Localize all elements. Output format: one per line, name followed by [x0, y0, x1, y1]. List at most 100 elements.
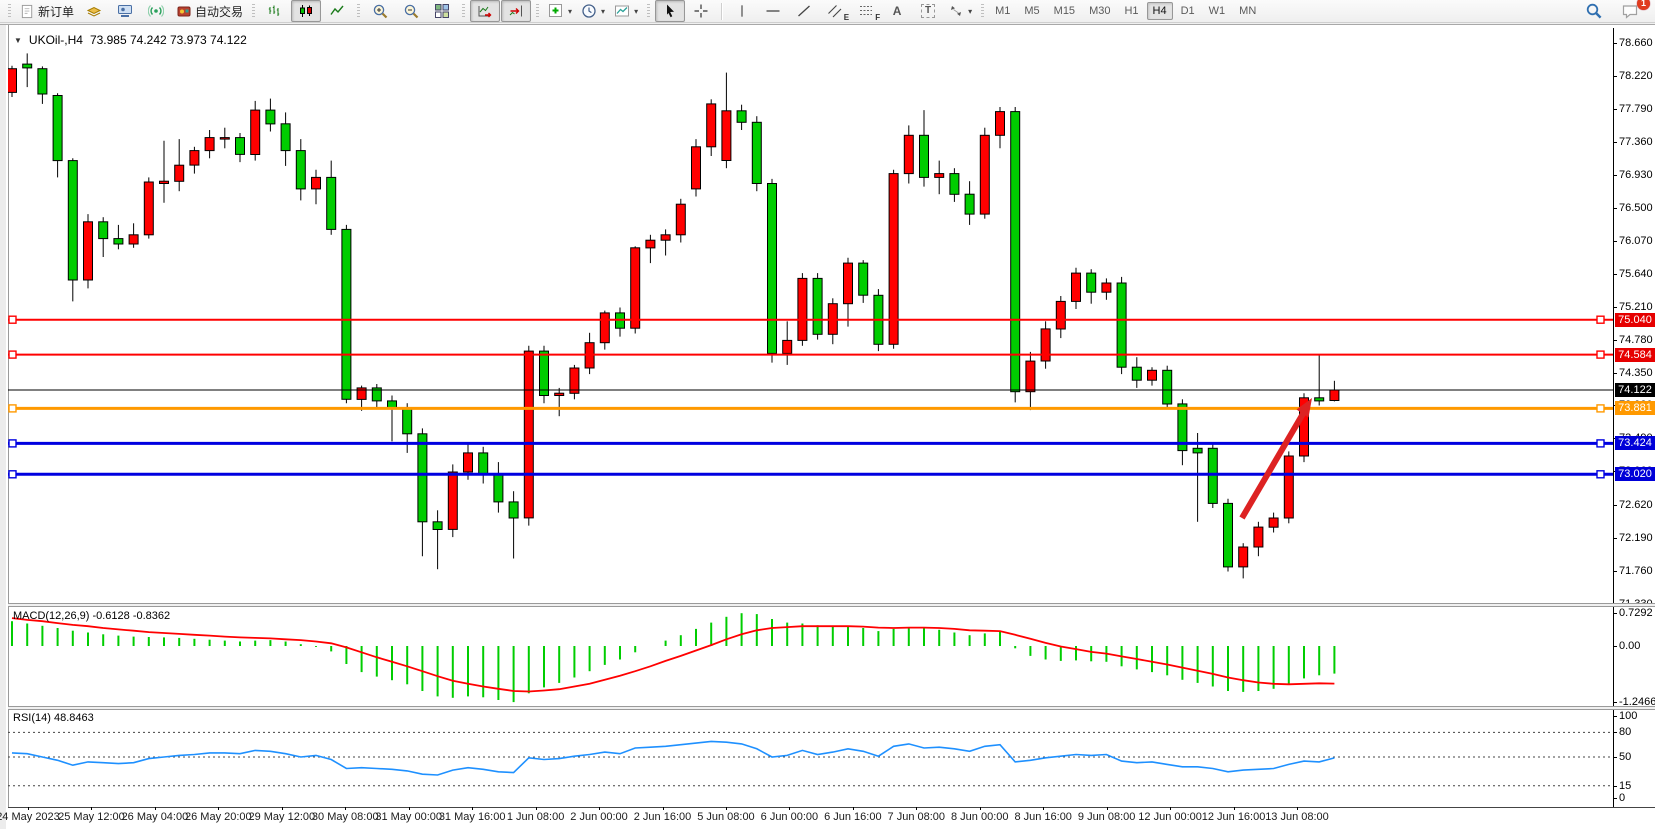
search-button[interactable] [1579, 0, 1609, 22]
timeframe-button-M30[interactable]: M30 [1089, 5, 1111, 17]
signals-button[interactable] [141, 0, 171, 22]
macd-axis-tick [1613, 613, 1617, 615]
timeframe-button-MN[interactable]: MN [1239, 5, 1257, 17]
panel-splitter[interactable] [8, 603, 1655, 607]
zoom-out-button[interactable] [396, 0, 426, 22]
timeframe-button-M15[interactable]: M15 [1053, 5, 1076, 17]
zoom-in-button[interactable] [365, 0, 395, 22]
market-watch-button[interactable] [79, 0, 109, 22]
trendline-icon [796, 3, 812, 19]
chart-shift-button[interactable] [501, 0, 532, 22]
time-axis-label: 29 May 12:00 [248, 811, 316, 823]
bar-chart-button[interactable] [260, 0, 290, 22]
price-tag: 75.040 [1615, 312, 1655, 327]
price-axis-tick [1613, 372, 1617, 374]
rsi-axis-label: 50 [1619, 751, 1632, 763]
price-axis-tick-label: 74.780 [1619, 333, 1653, 346]
candlestick-chart-button[interactable] [291, 0, 322, 22]
timeframe-button-M1[interactable]: M1 [995, 5, 1011, 17]
rsi-axis-label: 100 [1619, 710, 1638, 722]
indicators-button[interactable]: ▾ [544, 0, 576, 22]
time-axis-label: 6 Jun 16:00 [824, 811, 882, 823]
crosshair-tool-button[interactable] [686, 0, 716, 22]
periods-button[interactable]: ▾ [577, 0, 609, 22]
notifications-button[interactable]: 1 [1615, 0, 1650, 22]
terminal-button[interactable] [110, 0, 140, 22]
time-axis-tick [218, 807, 220, 810]
line-chart-icon [329, 3, 345, 19]
price-axis-border [1613, 28, 1614, 807]
time-axis-label: 6 Jun 00:00 [760, 811, 819, 823]
cursor-tool-button[interactable] [655, 0, 686, 22]
label-tool-button[interactable]: T [913, 0, 943, 22]
fibonacci-icon [858, 3, 874, 19]
chat-bubble-icon [1621, 2, 1639, 20]
time-axis-tick [599, 807, 601, 810]
time-axis-label: 9 Jun 08:00 [1077, 811, 1136, 823]
vertical-line-tool-button[interactable] [727, 0, 757, 22]
rsi-axis-tick [1613, 716, 1617, 717]
time-axis-tick [535, 807, 537, 810]
time-axis-tick [1106, 807, 1108, 810]
price-axis-tick [1613, 273, 1617, 275]
price-axis-tick-label: 74.350 [1619, 366, 1653, 379]
arrows-tool-button[interactable]: ▾ [944, 0, 976, 22]
templates-button[interactable]: ▾ [610, 0, 642, 22]
price-axis-tick-label: 75.640 [1619, 267, 1653, 280]
toolbar-grip [536, 3, 540, 19]
panel-splitter[interactable] [8, 706, 1655, 710]
timeframe-button-M5[interactable]: M5 [1024, 5, 1040, 17]
toolbar-grip [462, 3, 466, 19]
time-axis-tick [852, 807, 854, 810]
text-tool-button[interactable]: A [882, 0, 912, 22]
timeframe-button-W1[interactable]: W1 [1208, 5, 1226, 17]
line-chart-button[interactable] [322, 0, 352, 22]
timeframe-button-D1[interactable]: D1 [1180, 5, 1195, 17]
tile-windows-button[interactable] [427, 0, 457, 22]
time-axis-tick [1233, 807, 1235, 810]
trendline-tool-button[interactable] [789, 0, 819, 22]
toolbar-grip [647, 3, 651, 19]
timeframe-button-H4[interactable]: H4 [1146, 2, 1173, 20]
timeframe-toolbar: M1 M5 M15 M30 H1 H4 D1 W1 MN [989, 2, 1262, 20]
rsi-axis-label: 15 [1619, 779, 1632, 792]
rsi-chart[interactable] [8, 710, 1613, 807]
auto-scroll-icon [477, 3, 493, 19]
time-axis-strip[interactable] [8, 807, 1655, 829]
time-axis-label: 26 May 04:00 [121, 811, 189, 823]
auto-trading-button[interactable]: 自动交易 [172, 0, 247, 22]
candlestick-chart[interactable] [8, 28, 1613, 604]
window-left-edge[interactable] [0, 24, 9, 829]
crosshair-icon [693, 3, 709, 19]
tile-windows-icon [434, 3, 450, 19]
horizontal-line-tool-button[interactable] [758, 0, 788, 22]
price-tag: 74.122 [1615, 383, 1655, 397]
price-tag: 73.424 [1615, 436, 1655, 451]
price-axis-tick-label: 72.620 [1619, 498, 1653, 511]
chevron-down-icon: ▾ [634, 6, 639, 16]
price-axis-tick [1613, 208, 1617, 209]
one-click-trading-arrow[interactable]: ▼ [14, 35, 22, 45]
rsi-axis-label: 80 [1619, 726, 1632, 739]
new-order-button[interactable]: 新订单 [16, 0, 78, 22]
rsi-axis-label: 0 [1619, 792, 1626, 804]
auto-scroll-button[interactable] [470, 0, 501, 22]
time-axis-label: 30 May 08:00 [311, 811, 379, 823]
time-axis-tick [281, 807, 283, 810]
price-tag: 73.881 [1615, 401, 1655, 416]
chevron-down-icon: ▾ [568, 6, 573, 16]
price-tag: 73.020 [1615, 467, 1655, 482]
search-icon [1585, 2, 1603, 20]
price-axis-tick-label: 71.760 [1619, 564, 1653, 577]
label-tool-icon: T [921, 4, 936, 18]
rsi-axis-tick [1613, 798, 1617, 799]
time-axis-tick [345, 807, 347, 810]
time-axis-tick [789, 807, 791, 810]
chart-symbol-timeframe: UKOil-,H4 [28, 33, 83, 47]
channel-tool-button[interactable]: E [820, 0, 850, 22]
timeframe-button-H1[interactable]: H1 [1124, 5, 1139, 17]
macd-chart[interactable] [8, 607, 1613, 706]
notification-badge: 1 [1637, 0, 1650, 10]
fibonacci-tool-button[interactable]: F [851, 0, 881, 22]
time-axis-label: 5 Jun 08:00 [697, 811, 755, 823]
